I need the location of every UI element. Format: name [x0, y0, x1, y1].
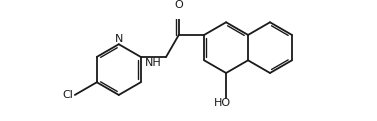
Text: O: O — [175, 0, 183, 10]
Text: Cl: Cl — [62, 90, 73, 100]
Text: NH: NH — [145, 58, 162, 68]
Text: HO: HO — [214, 98, 231, 108]
Text: N: N — [115, 34, 123, 44]
